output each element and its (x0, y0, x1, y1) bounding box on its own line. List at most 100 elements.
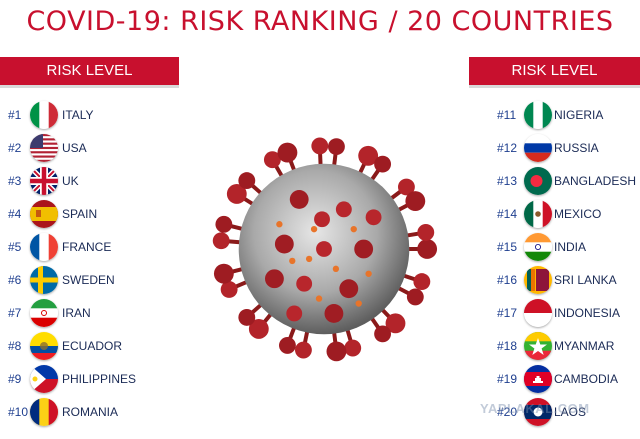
country-name: SPAIN (62, 207, 98, 221)
mexico-flag-icon (524, 200, 552, 228)
rank-number: #3 (8, 174, 22, 188)
rank-number: #15 (497, 240, 518, 254)
virus-spike-head (326, 341, 347, 362)
ranking-row: #7 IRAN (8, 297, 158, 329)
virus-spike-head (215, 215, 233, 233)
myanmar-flag-icon (524, 332, 552, 360)
philippines-flag-icon (30, 365, 58, 393)
rank-number: #18 (497, 339, 518, 353)
virus-surface-spike (274, 234, 294, 254)
country-name: NIGERIA (554, 108, 604, 122)
virus-surface-spike (314, 211, 330, 228)
virus-spike-head (328, 138, 345, 156)
virus-protein-dot (310, 225, 318, 233)
virus-spike-head (263, 151, 281, 169)
rank-number: #4 (8, 207, 22, 221)
ranking-row: #16 SRI LANKA (497, 264, 637, 296)
left-banner-shadow (0, 85, 179, 88)
watermark: YAPLAKAL.COM (480, 401, 590, 416)
virus-protein-dot (332, 265, 340, 273)
virus-surface-spike (365, 209, 382, 226)
rank-number: #17 (497, 306, 518, 320)
virus-protein-dot (315, 295, 323, 302)
virus-spike-head (277, 142, 298, 163)
virus-spike-head (385, 313, 406, 334)
rank-number: #5 (8, 240, 22, 254)
country-name: PHILIPPINES (62, 372, 137, 386)
virus-protein-dot (355, 300, 362, 307)
rank-number: #20 (497, 405, 518, 419)
rank-number: #8 (8, 339, 22, 353)
country-name: SRI LANKA (554, 273, 617, 287)
cambodia-flag-icon (524, 365, 552, 393)
uk-flag-icon (30, 167, 58, 195)
rank-number: #19 (497, 372, 518, 386)
ranking-row: #2 USA (8, 132, 158, 164)
ecuador-flag-icon (30, 332, 58, 360)
virus-surface-spike (354, 239, 374, 259)
virus-spike-head (220, 281, 238, 298)
rank-number: #14 (497, 207, 518, 221)
coronavirus-illustration (212, 137, 438, 362)
rank-number: #16 (497, 273, 518, 287)
ranking-row: #11 NIGERIA (497, 99, 637, 131)
virus-spike-head (417, 239, 438, 259)
virus-surface-spike (335, 201, 352, 218)
ranking-row: #12 RUSSIA (497, 132, 637, 164)
virus-spike-head (294, 341, 312, 359)
virus-protein-dot (350, 225, 357, 233)
rank-number: #10 (8, 405, 29, 419)
virus-spike-head (417, 223, 435, 241)
virus-spike-head (413, 273, 431, 291)
ranking-row: #17 INDONESIA (497, 297, 637, 329)
laos-flag-icon (524, 398, 552, 426)
romania-flag-icon (30, 398, 58, 426)
country-name: UK (62, 174, 79, 188)
iran-flag-icon (30, 299, 58, 327)
virus-surface-spike (324, 304, 344, 323)
virus-spike-head (374, 325, 392, 343)
virus-spike-head (406, 288, 424, 306)
ranking-row: #5 FRANCE (8, 231, 158, 263)
ranking-row: #13 BANGLADESH (497, 165, 637, 197)
country-name: LAOS (554, 405, 587, 419)
ranking-row: #8 ECUADOR (8, 330, 158, 362)
virus-spike-head (358, 145, 379, 166)
ranking-row: #19 CAMBODIA (497, 363, 637, 395)
country-name: MEXICO (554, 207, 602, 221)
rank-number: #1 (8, 108, 22, 122)
virus-spike-head (248, 319, 269, 339)
usa-flag-icon (30, 134, 58, 162)
virus-spike-head (238, 308, 256, 326)
virus-spike-head (405, 191, 426, 211)
ranking-row: #4 SPAIN (8, 198, 158, 230)
country-name: ITALY (62, 108, 94, 122)
virus-surface-spike (339, 279, 359, 299)
ranking-row: #9 PHILIPPINES (8, 363, 158, 395)
virus-spike-head (374, 155, 392, 173)
country-name: FRANCE (62, 240, 112, 254)
left-risk-level-banner: RISK LEVEL (0, 57, 179, 85)
rank-number: #2 (8, 141, 22, 155)
rank-number: #11 (497, 108, 517, 122)
virus-protein-dot (289, 257, 296, 265)
country-name: MYANMAR (554, 339, 615, 353)
sweden-flag-icon (30, 266, 58, 294)
virus-spike-head (226, 184, 247, 204)
country-name: RUSSIA (554, 141, 599, 155)
virus-spike-head (278, 337, 296, 354)
rank-number: #7 (8, 306, 22, 320)
ranking-row: #10 ROMANIA (8, 396, 158, 428)
ranking-row: #20 LAOS (497, 396, 637, 428)
country-name: INDONESIA (554, 306, 621, 320)
ranking-row: #14 MEXICO (497, 198, 637, 230)
virus-surface-spike (296, 275, 313, 292)
page-title: COVID-19: RISK RANKING / 20 COUNTRIES (26, 6, 614, 37)
virus-spike-head (212, 232, 230, 250)
country-name: BANGLADESH (554, 174, 637, 188)
india-flag-icon (524, 233, 552, 261)
russia-flag-icon (524, 134, 552, 162)
spain-flag-icon (30, 200, 58, 228)
virus-surface-spike (289, 189, 309, 209)
sri-lanka-flag-icon (524, 266, 552, 294)
